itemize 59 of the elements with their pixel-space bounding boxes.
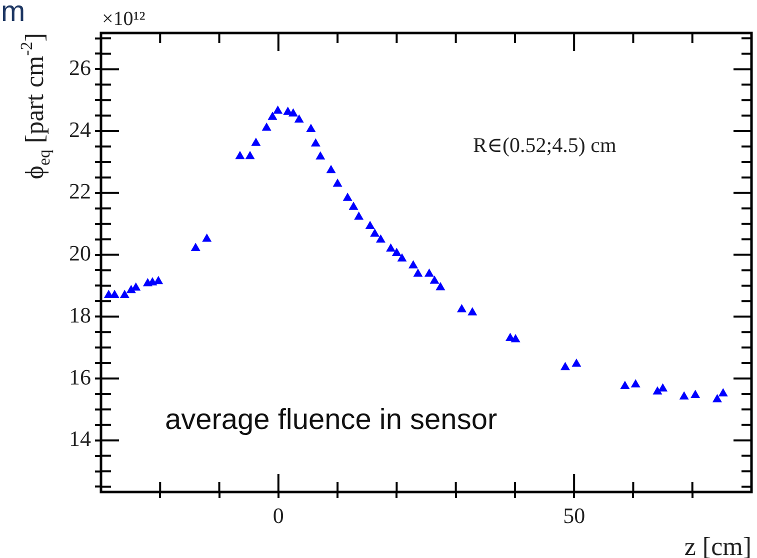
point [376, 234, 386, 243]
point [365, 220, 375, 230]
point [679, 391, 689, 400]
text: m [1, 0, 26, 28]
point [386, 243, 396, 252]
point [273, 105, 283, 114]
point [430, 276, 440, 284]
point [288, 108, 298, 116]
point [310, 138, 320, 146]
point [251, 138, 261, 146]
point [348, 202, 358, 210]
y-tick-label: 18 [69, 302, 91, 328]
point [235, 150, 245, 160]
point [630, 379, 640, 388]
point [245, 150, 255, 160]
annotation: average fluence in sensor [165, 404, 498, 436]
point [468, 307, 478, 316]
y-tick-label: 14 [69, 426, 91, 452]
point [408, 260, 418, 268]
x-tick-label: 50 [563, 502, 586, 528]
point [560, 362, 570, 370]
x-tick-label: 0 [272, 502, 284, 528]
point [718, 388, 728, 396]
point [620, 380, 630, 389]
point [424, 268, 434, 277]
point [510, 334, 520, 342]
point [392, 248, 402, 256]
point [370, 228, 380, 237]
point [268, 112, 278, 120]
y-tick-label: 20 [69, 240, 91, 266]
point [326, 164, 336, 174]
point [712, 394, 722, 402]
y-tick-label: 26 [69, 54, 91, 80]
y-tick-label: 16 [69, 364, 91, 390]
point [202, 233, 212, 242]
point [120, 290, 130, 298]
text: ×10¹² [102, 8, 146, 30]
annotation: R∈(0.52;4.5) cm [473, 133, 616, 157]
point [294, 114, 304, 123]
point [154, 276, 164, 284]
point [342, 192, 352, 201]
point [332, 178, 342, 187]
point [413, 268, 423, 277]
point [190, 242, 200, 252]
point [652, 386, 662, 395]
point [306, 124, 316, 132]
point [572, 358, 582, 367]
point [456, 304, 466, 312]
point [262, 122, 272, 131]
y-tick-label: 22 [69, 178, 91, 204]
point [131, 282, 141, 291]
point [690, 390, 700, 398]
y-axis-title: ϕeq [part cm-2] [17, 32, 54, 180]
point [658, 383, 668, 392]
y-tick-label: 24 [69, 116, 91, 142]
point [436, 282, 446, 290]
point [397, 253, 407, 262]
point [316, 151, 326, 160]
point [354, 212, 364, 220]
